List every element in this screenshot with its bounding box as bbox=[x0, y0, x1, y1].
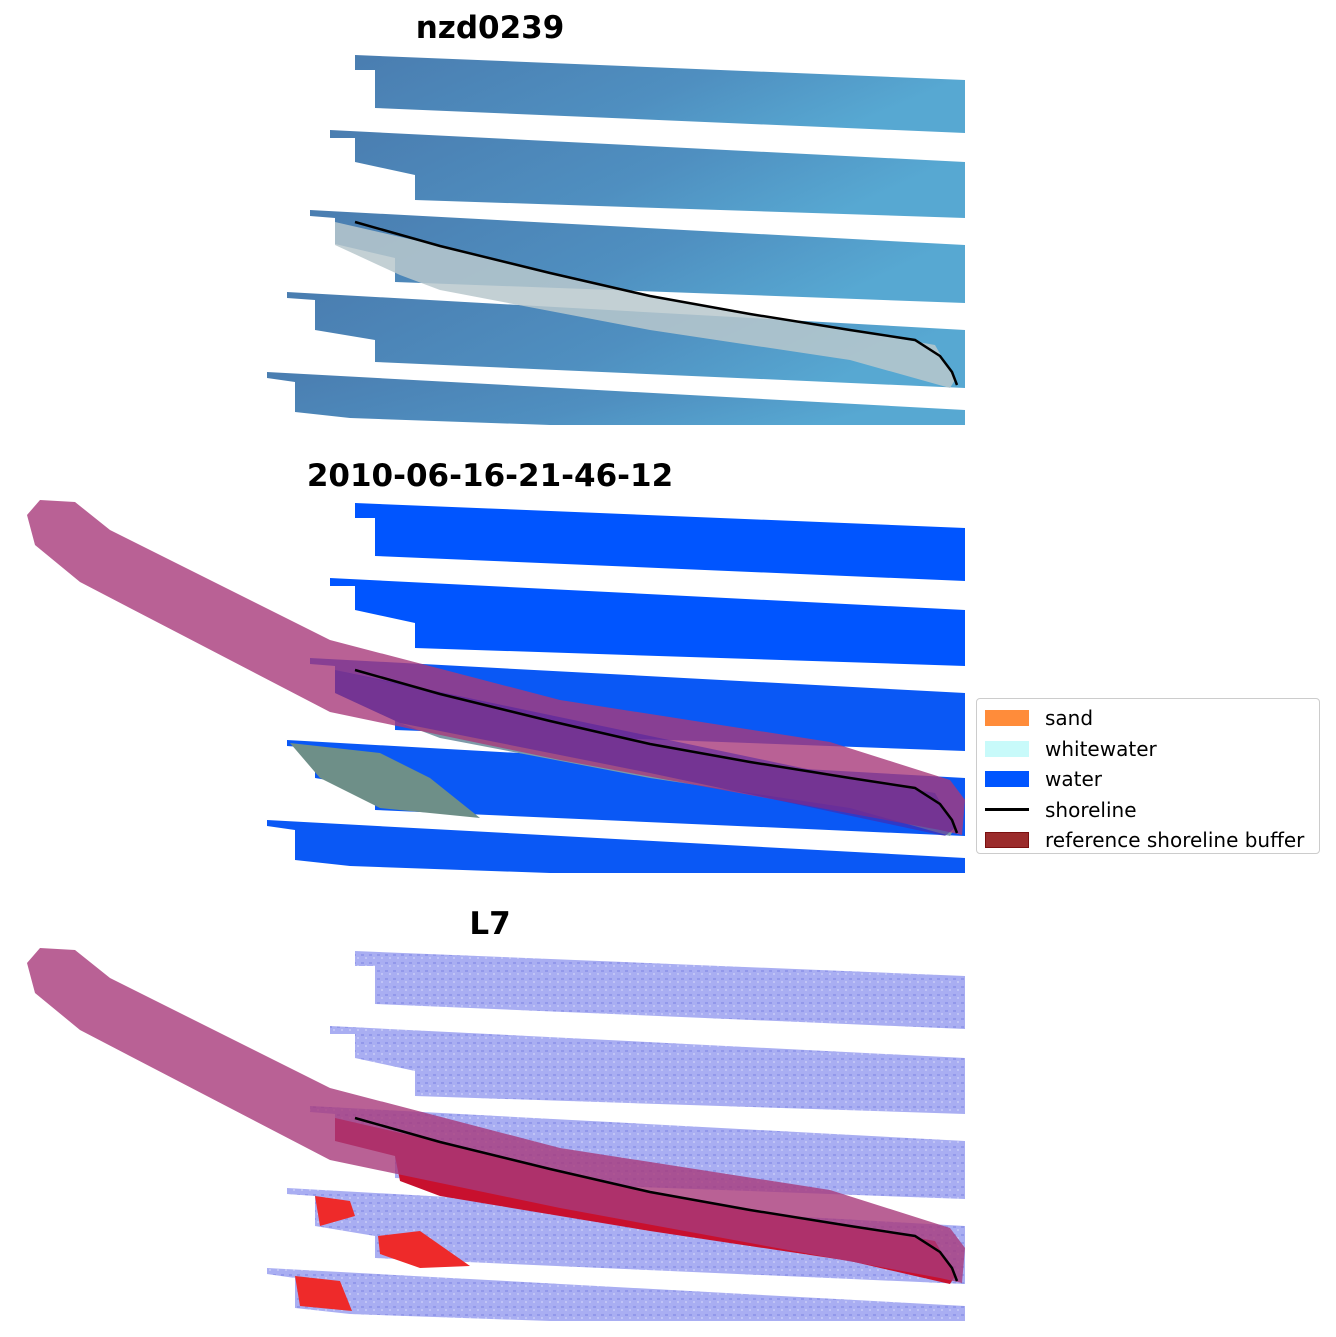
buffer-swatch bbox=[985, 832, 1029, 849]
image-stripe bbox=[355, 55, 965, 133]
legend-item-whitewater: whitewater bbox=[985, 734, 1311, 765]
water-stripe bbox=[330, 578, 965, 666]
buffer-water-overlap bbox=[335, 670, 955, 836]
legend-item-water: water bbox=[985, 764, 1311, 795]
legend-item-sand: sand bbox=[985, 703, 1311, 734]
reference-shoreline-buffer bbox=[27, 500, 965, 835]
land-index-area bbox=[315, 1196, 355, 1226]
panel-title-image: nzd0239 bbox=[415, 10, 565, 46]
panel-title-satellite: L7 bbox=[469, 906, 511, 942]
legend: sand whitewater water shoreline referenc… bbox=[976, 698, 1320, 854]
image-stripe bbox=[287, 292, 965, 388]
legend-label: sand bbox=[1045, 706, 1094, 731]
water-swatch bbox=[985, 771, 1029, 788]
index-stripe bbox=[355, 951, 965, 1029]
land-index-area bbox=[295, 1276, 352, 1311]
legend-item-shoreline: shoreline bbox=[985, 795, 1311, 826]
index-stripe bbox=[330, 1026, 965, 1114]
panel-mndwi-image bbox=[27, 948, 965, 1321]
shoreline bbox=[354, 220, 959, 386]
index-stripe bbox=[267, 1268, 965, 1321]
reference-shoreline-buffer bbox=[27, 948, 965, 1283]
water-stripe bbox=[267, 820, 965, 873]
beach-area bbox=[335, 222, 955, 388]
land-area bbox=[290, 743, 480, 818]
legend-label: whitewater bbox=[1045, 736, 1157, 761]
panel-classified-image bbox=[27, 500, 965, 873]
legend-label: reference shoreline buffer bbox=[1045, 828, 1305, 853]
image-stripe bbox=[330, 130, 965, 218]
image-stripe bbox=[267, 372, 965, 425]
legend-label: shoreline bbox=[1045, 797, 1137, 822]
water-stripe bbox=[355, 503, 965, 581]
shoreline-line-icon bbox=[985, 808, 1029, 812]
land-index-area bbox=[378, 1231, 470, 1268]
panel-rgb-image bbox=[267, 55, 965, 425]
shoreline bbox=[354, 1116, 959, 1282]
sand-swatch bbox=[985, 710, 1029, 727]
legend-item-buffer: reference shoreline buffer bbox=[985, 825, 1311, 856]
whitewater-swatch bbox=[985, 740, 1029, 757]
legend-label: water bbox=[1045, 767, 1102, 792]
shoreline bbox=[354, 668, 959, 834]
panel-title-date: 2010-06-16-21-46-12 bbox=[306, 458, 674, 494]
